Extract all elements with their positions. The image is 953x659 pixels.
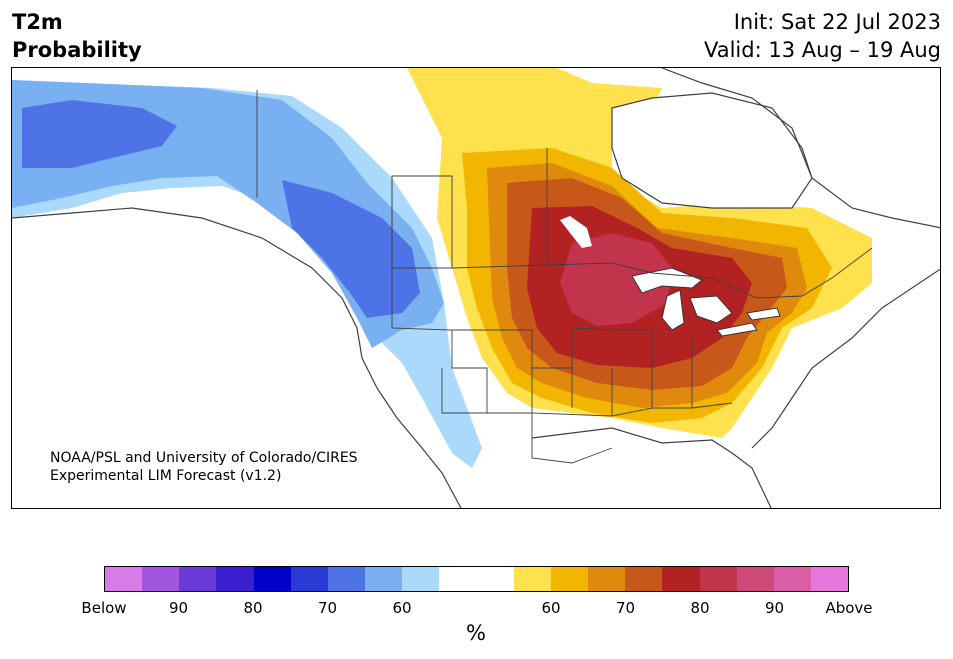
atlantic-ocean	[752, 269, 940, 508]
colorbar-bin	[105, 567, 143, 591]
colorbar-bin	[773, 567, 811, 591]
title-block: T2m Probability	[12, 8, 142, 64]
probability-colorbar	[104, 566, 849, 592]
cold-region-dark	[22, 100, 420, 318]
lake-winnipeg	[560, 216, 592, 248]
colorbar-tick-label: 90	[764, 599, 785, 617]
colorbar-bin	[179, 567, 217, 591]
date-block: Init: Sat 22 Jul 2023 Valid: 13 Aug – 19…	[704, 8, 941, 64]
colorbar-bin	[402, 567, 440, 591]
colorbar-tick-label: 60	[392, 599, 412, 617]
colorbar-bin	[290, 567, 328, 591]
valid-date: Valid: 13 Aug – 19 Aug	[703, 38, 941, 62]
colorbar-bin	[253, 567, 291, 591]
colorbar-tick-label: Below	[81, 599, 127, 617]
pacific-ocean	[12, 208, 461, 508]
hudson-bay	[612, 93, 812, 208]
coastlines	[12, 68, 940, 508]
colorbar-tick-label: 70	[615, 599, 636, 617]
colorbar-bin	[439, 567, 477, 591]
credit-line-1: NOAA/PSL and University of Colorado/CIRE…	[50, 450, 358, 466]
colorbar-bin	[216, 567, 254, 591]
colorbar-tick-label: 80	[243, 599, 263, 617]
map-credit: NOAA/PSL and University of Colorado/CIRE…	[50, 449, 358, 485]
gulf-of-mexico	[472, 428, 772, 508]
colorbar-tick-label: Above	[825, 599, 873, 617]
colorbar-bin	[662, 567, 700, 591]
product-title: Probability	[12, 38, 142, 62]
colorbar-tick-label: 60	[541, 599, 561, 617]
colorbar-bin	[550, 567, 589, 591]
variable-title: T2m	[12, 10, 63, 34]
colorbar-tick-label: 70	[317, 599, 338, 617]
colorbar-bin	[476, 567, 514, 591]
warm-region-85	[560, 233, 672, 326]
colorbar-tick-label: 80	[690, 599, 710, 617]
credit-line-2: Experimental LIM Forecast (v1.2)	[50, 468, 282, 484]
forecast-map: NOAA/PSL and University of Colorado/CIRE…	[11, 67, 941, 509]
colorbar-bin	[736, 567, 774, 591]
political-borders	[256, 90, 873, 464]
colorbar-bin	[810, 567, 849, 591]
great-lakes	[631, 267, 781, 337]
init-date: Init: Sat 22 Jul 2023	[733, 10, 941, 34]
map-canvas	[12, 68, 940, 508]
colorbar-bin	[699, 567, 737, 591]
arctic-water	[662, 68, 940, 228]
colorbar-bin	[513, 567, 551, 591]
colorbar-bin	[588, 567, 626, 591]
colorbar-bin	[327, 567, 366, 591]
colorbar-tick-label: 90	[168, 599, 189, 617]
colorbar-bin	[365, 567, 403, 591]
colorbar-bin	[625, 567, 663, 591]
colorbar-unit: %	[466, 621, 486, 645]
colorbar-bin	[142, 567, 180, 591]
